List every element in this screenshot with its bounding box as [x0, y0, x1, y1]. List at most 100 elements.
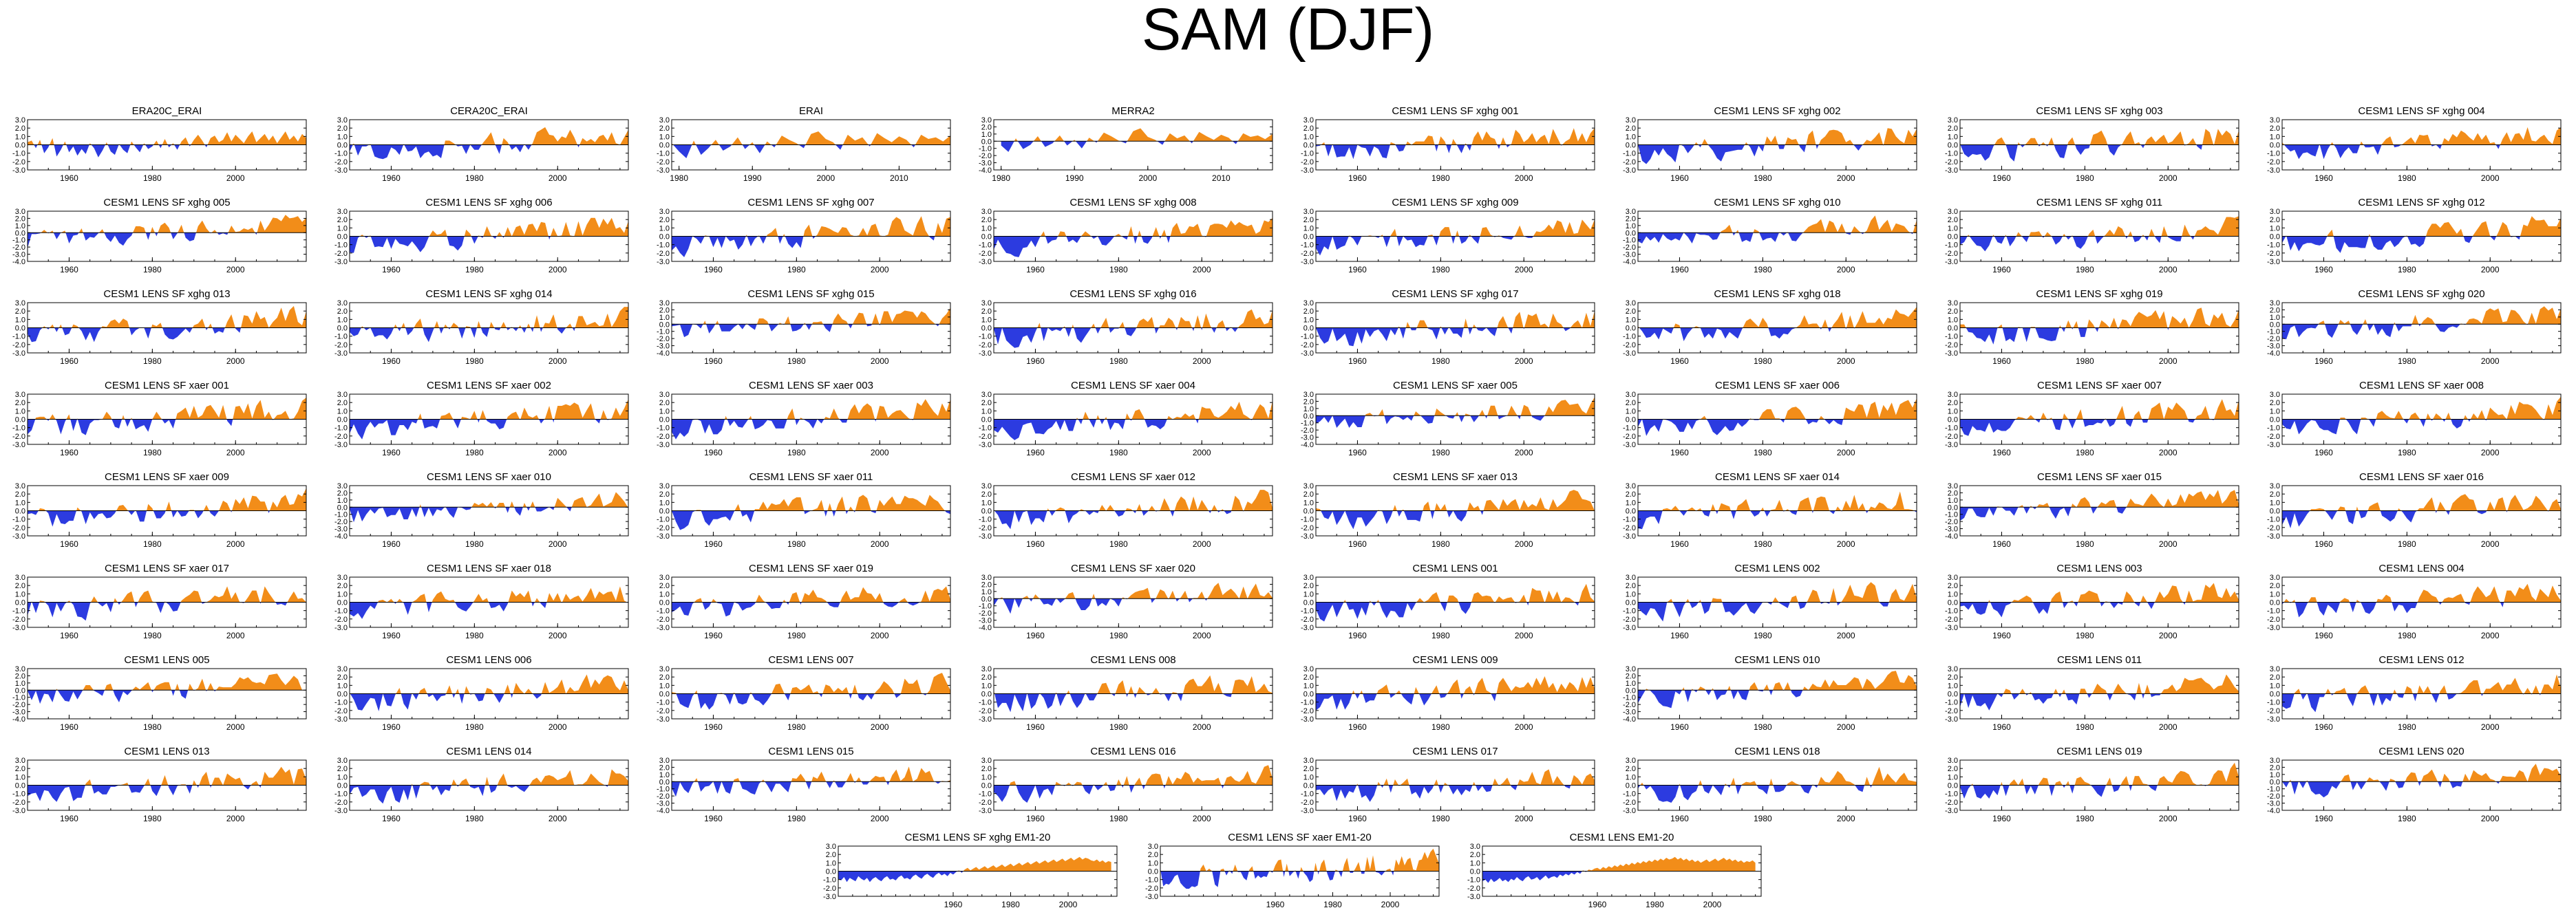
chart-panel: 3.02.01.00.0-1.0-2.0-3.0 1960 1980 2000 CESM… — [823, 832, 1118, 909]
chart-panel: 3.02.01.00.0-1.0-2.0-3.0 1960 1980 2000 CESM… — [2267, 105, 2562, 183]
y-tick-label: -2.0 — [1301, 707, 1314, 715]
y-tick-label: -4.0 — [979, 166, 992, 175]
y-tick-label: -2.0 — [657, 524, 670, 532]
y-tick-label: 2.0 — [659, 764, 670, 772]
y-tick-label: -1.0 — [12, 790, 25, 799]
y-tick-label: 0.0 — [15, 508, 25, 516]
negative-area — [1482, 871, 1756, 883]
x-tick-label: 1980 — [1754, 722, 1772, 732]
y-tick-label: -1.0 — [1623, 790, 1636, 799]
chart-panel: 3.02.01.00.0-1.0-2.0-3.0 1960 1980 2000 CESM… — [1301, 105, 1595, 183]
y-tick-label: 1.0 — [337, 590, 348, 598]
y-tick-label: 0.0 — [659, 321, 670, 329]
y-tick-label: -3.0 — [2267, 800, 2280, 808]
y-tick-label: 3.0 — [15, 574, 25, 582]
y-tick-label: 3.0 — [1148, 843, 1158, 851]
y-tick-label: -2.0 — [2267, 524, 2280, 532]
y-tick-label: -1.0 — [1301, 241, 1314, 250]
y-tick-label: -1.0 — [1467, 876, 1480, 885]
y-tick-label: 0.0 — [1626, 229, 1636, 237]
positive-area — [2282, 396, 2561, 420]
panel-title: CESM1 LENS SF xghg 004 — [2358, 105, 2484, 117]
panel-title: CESM1 LENS 014 — [446, 746, 531, 757]
y-tick-label: 1.0 — [659, 499, 670, 507]
chart-panel: 3.02.01.00.0-1.0-2.0-3.0 1960 1980 2000 CESM… — [334, 746, 629, 823]
y-tick-label: -2.0 — [979, 524, 992, 532]
y-tick-label: 1.0 — [1626, 133, 1636, 141]
y-tick-label: -2.0 — [979, 341, 992, 349]
chart-panel: 3.02.01.00.0-1.0-2.0-3.0-4.0 1960 1980 2000… — [979, 563, 1273, 640]
y-tick-label: 2.0 — [1626, 490, 1636, 499]
x-tick-label: 1960 — [1348, 722, 1367, 732]
y-tick-label: 1.0 — [826, 859, 836, 867]
x-tick-label: 1960 — [60, 448, 78, 457]
x-tick-label: 2000 — [2481, 539, 2500, 549]
negative-area — [1960, 507, 2239, 521]
negative-area — [994, 419, 1273, 440]
x-tick-label: 1960 — [1026, 631, 1045, 640]
x-tick-label: 1960 — [1992, 173, 2011, 183]
y-tick-label: -2.0 — [979, 609, 992, 618]
y-tick-label: -1.0 — [1623, 424, 1636, 433]
y-tick-label: 2.0 — [1948, 582, 1958, 590]
negative-area — [1316, 785, 1595, 802]
y-tick-label: -3.0 — [1623, 166, 1636, 175]
chart-panel: 3.02.01.00.0-1.0-2.0-3.0 1960 1980 2000 CESM… — [1623, 471, 1917, 549]
positive-area — [419, 492, 628, 508]
x-tick-label: 2000 — [1193, 448, 1211, 457]
chart-panel: 3.02.01.00.0-1.0-2.0-3.0 1960 1980 2000 CESM… — [1945, 563, 2239, 640]
x-tick-label: 2000 — [549, 265, 567, 274]
y-tick-label: 1.0 — [1303, 773, 1314, 781]
y-tick-label: 0.0 — [2270, 142, 2280, 150]
y-tick-label: -1.0 — [334, 241, 348, 250]
x-tick-label: 1960 — [382, 814, 401, 823]
y-tick-label: -4.0 — [2267, 349, 2280, 358]
y-tick-label: 1.0 — [337, 407, 348, 415]
positive-area — [1960, 129, 2239, 145]
chart-panel: 3.02.01.00.0-1.0-2.0-3.0-4.0 1960 1980 2000… — [657, 746, 951, 823]
y-tick-label: -3.0 — [823, 893, 836, 901]
y-tick-label: -2.0 — [334, 250, 348, 258]
x-tick-label: 1960 — [60, 265, 78, 274]
panel-title: CESM1 LENS SF xaer EM1-20 — [1228, 832, 1371, 843]
negative-area — [994, 693, 1273, 713]
y-tick-label: 1.0 — [15, 680, 25, 688]
y-tick-label: 1.0 — [337, 133, 348, 141]
y-tick-label: 0.0 — [981, 595, 992, 603]
positive-area — [2282, 127, 2561, 145]
positive-area — [1645, 671, 1917, 691]
y-tick-label: -3.0 — [1945, 807, 1958, 815]
y-tick-label: 1.0 — [15, 316, 25, 324]
y-tick-label: 3.0 — [1626, 391, 1636, 399]
x-tick-label: 1980 — [1109, 448, 1128, 457]
positive-area — [994, 765, 1273, 786]
y-tick-label: 0.0 — [15, 325, 25, 333]
x-tick-label: 1960 — [1670, 814, 1689, 823]
y-tick-label: -1.0 — [979, 333, 992, 341]
y-tick-label: 3.0 — [1626, 574, 1636, 582]
y-tick-label: -1.0 — [657, 786, 670, 794]
x-tick-label: 1960 — [1670, 539, 1689, 549]
y-tick-label: 2.0 — [15, 582, 25, 590]
y-tick-label: -1.0 — [334, 511, 348, 519]
positive-area — [1316, 219, 1595, 237]
y-tick-label: 2.0 — [15, 672, 25, 680]
y-tick-label: 0.0 — [337, 504, 348, 512]
panel-title: CESM1 LENS SF xaer 012 — [1071, 471, 1195, 483]
y-tick-label: -3.0 — [2267, 258, 2280, 266]
y-tick-label: -1.0 — [2267, 424, 2280, 433]
x-tick-label: 2000 — [2159, 448, 2178, 457]
panel-title: CESM1 LENS 004 — [2378, 563, 2464, 574]
y-tick-label: -1.0 — [334, 333, 348, 341]
y-tick-label: -2.0 — [334, 518, 348, 526]
y-tick-label: 3.0 — [1303, 116, 1314, 125]
y-tick-label: 0.0 — [1626, 416, 1636, 424]
x-tick-label: 1980 — [2076, 448, 2094, 457]
y-tick-label: 3.0 — [1626, 299, 1636, 307]
positive-area — [1638, 582, 1917, 603]
x-tick-label: 1980 — [787, 265, 806, 274]
y-tick-label: 2.0 — [981, 216, 992, 224]
y-tick-label: 1.0 — [659, 771, 670, 779]
y-tick-label: 2.0 — [1626, 582, 1636, 590]
positive-area — [994, 217, 1273, 237]
